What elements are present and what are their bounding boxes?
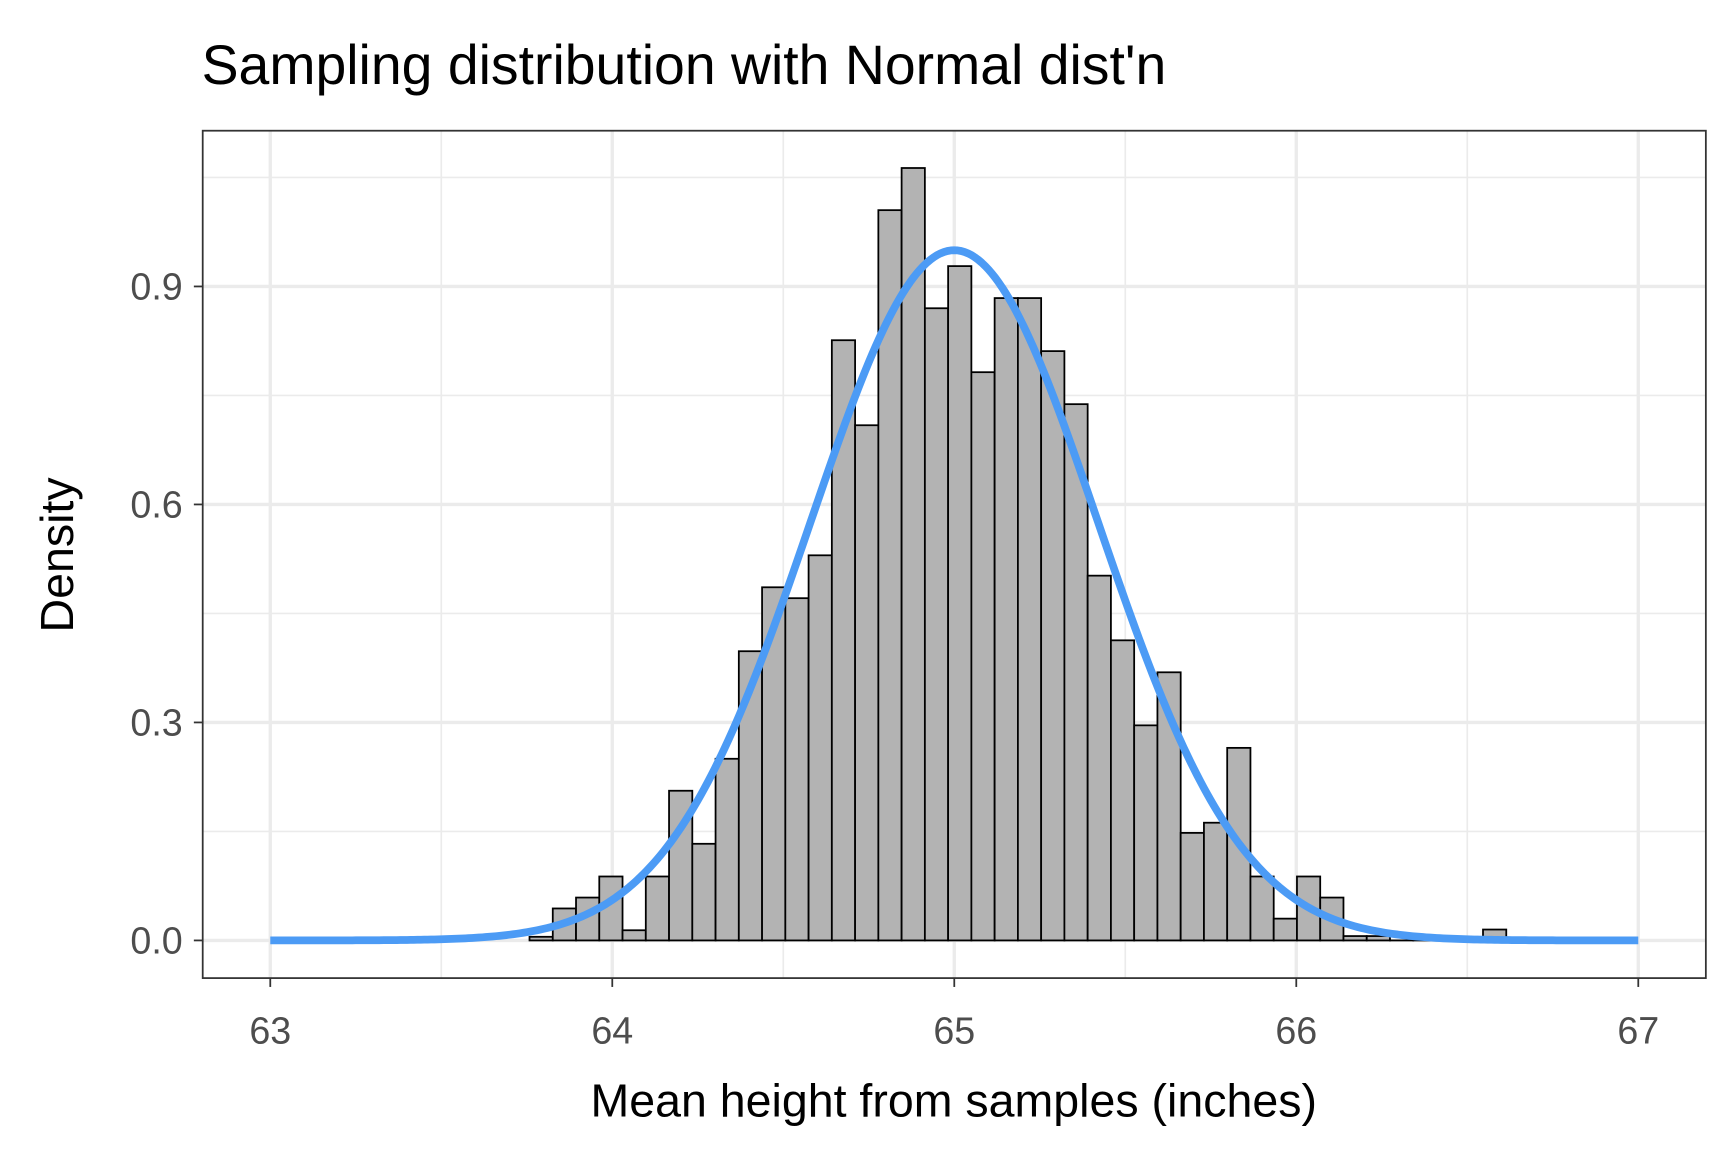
histogram-bar (807, 554, 833, 942)
histogram-bar (1203, 821, 1229, 942)
histogram-bar (923, 307, 950, 942)
x-tick-label: 65 (933, 1009, 975, 1051)
y-tick-label: 0.3 (130, 702, 182, 744)
y-tick-label: 0.9 (130, 266, 182, 308)
normal-density-curve (269, 246, 1639, 945)
histogram-bar (1365, 935, 1391, 942)
y-tick-label: 0.0 (130, 920, 182, 962)
x-tick-label: 66 (1275, 1009, 1317, 1051)
histogram-bar (1040, 350, 1066, 942)
histogram-bar (1342, 935, 1368, 942)
histogram-bar (1110, 639, 1136, 942)
histogram-bar (1133, 724, 1159, 942)
histogram-bar (854, 424, 880, 942)
chart-title: Sampling distribution with Normal dist'n (202, 34, 1167, 96)
histogram-bar (1249, 875, 1275, 942)
histogram-bar (1017, 297, 1043, 942)
histogram-bar (528, 935, 554, 942)
histogram-bar (1086, 574, 1112, 942)
histogram-bar (947, 265, 973, 942)
x-tick-label: 67 (1617, 1009, 1659, 1051)
histogram-bar (714, 757, 740, 942)
y-axis-label: Density (31, 477, 83, 633)
histogram-bar (691, 842, 717, 942)
histogram-bar (621, 929, 647, 942)
x-axis-label: Mean height from samples (inches) (590, 1075, 1316, 1127)
x-tick-label: 64 (591, 1009, 633, 1051)
histogram-bar (993, 297, 1019, 942)
histogram-bar (1179, 832, 1205, 942)
histogram-bar (970, 371, 996, 942)
histogram-bar (644, 875, 670, 942)
x-tick-label: 63 (249, 1009, 291, 1051)
histogram-bar (1272, 917, 1298, 942)
y-tick-label: 0.6 (130, 484, 182, 526)
histogram-bar (1156, 671, 1182, 942)
histogram-bar (784, 597, 810, 942)
plot-panel (193, 129, 1707, 987)
